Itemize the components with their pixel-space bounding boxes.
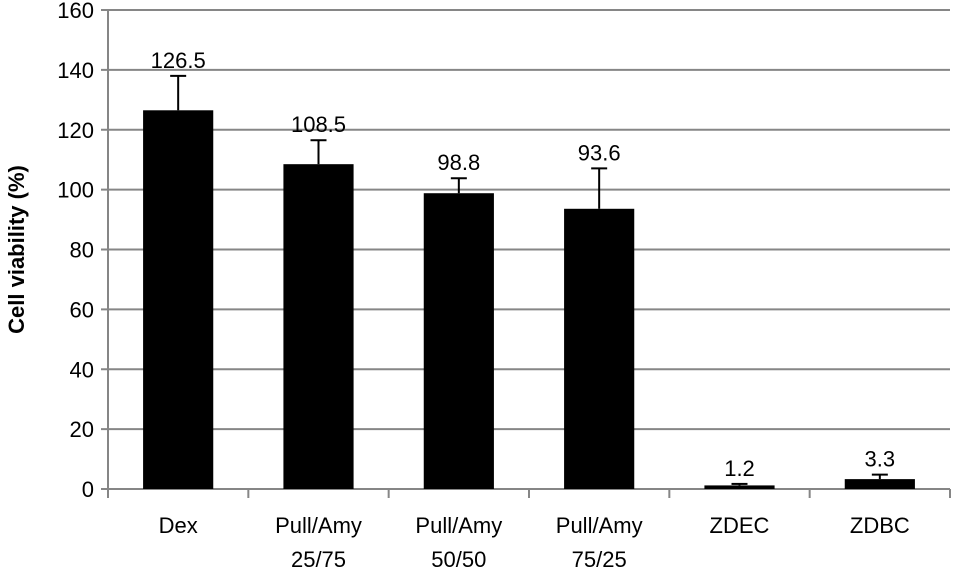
x-tick-label-line: 75/25 <box>572 547 627 572</box>
x-tick-labels: Dex Pull/Amy 25/75 Pull/Amy 50/50 Pull/Amy 75/… <box>159 513 910 572</box>
x-tick-label-line: Pull/Amy <box>415 513 502 538</box>
y-tick-label: 80 <box>70 238 94 263</box>
axes <box>101 9 951 498</box>
data-label: 3.3 <box>865 447 896 472</box>
y-tick-label: 140 <box>57 58 94 83</box>
y-tick-labels: 0 20 40 60 80 100 120 140 160 <box>57 0 94 502</box>
error-bars <box>170 74 888 486</box>
bar <box>844 479 915 489</box>
y-tick-label: 160 <box>57 0 94 23</box>
bar <box>564 208 635 489</box>
x-tick-label-line: 50/50 <box>431 547 486 572</box>
x-tick-label: Pull/Amy 75/25 <box>556 513 643 572</box>
x-tick-label-line: Pull/Amy <box>556 513 643 538</box>
y-tick-label: 100 <box>57 178 94 203</box>
bar <box>143 110 214 490</box>
bars <box>143 110 915 490</box>
x-tick-label: Pull/Amy 50/50 <box>415 513 502 572</box>
x-tick-label: ZDBC <box>850 513 910 538</box>
x-tick-label: Pull/Amy 25/75 <box>275 513 362 572</box>
data-label: 126.5 <box>151 48 206 73</box>
x-tick-label: ZDEC <box>710 513 770 538</box>
y-tick-label: 120 <box>57 118 94 143</box>
data-labels: 126.5 108.5 98.8 93.6 1.2 3.3 <box>151 48 895 481</box>
bar <box>283 164 354 489</box>
y-tick-label: 40 <box>70 357 94 382</box>
gridlines <box>108 9 950 431</box>
y-axis-label: Cell viability (%) <box>4 165 29 334</box>
data-label: 93.6 <box>578 140 621 165</box>
x-tick-label-line: Pull/Amy <box>275 513 362 538</box>
x-tick-label-line: 25/75 <box>291 547 346 572</box>
x-tick-label-line: ZDBC <box>850 513 910 538</box>
x-tick-label: Dex <box>159 513 198 538</box>
data-label: 108.5 <box>291 112 346 137</box>
x-tick-label-line: ZDEC <box>710 513 770 538</box>
y-tick-label: 0 <box>82 477 94 502</box>
y-tick-label: 60 <box>70 297 94 322</box>
bar <box>423 193 494 489</box>
data-label: 1.2 <box>724 456 755 481</box>
data-label: 98.8 <box>437 150 480 175</box>
x-tick-label-line: Dex <box>159 513 198 538</box>
bar <box>704 485 775 489</box>
y-tick-label: 20 <box>70 417 94 442</box>
